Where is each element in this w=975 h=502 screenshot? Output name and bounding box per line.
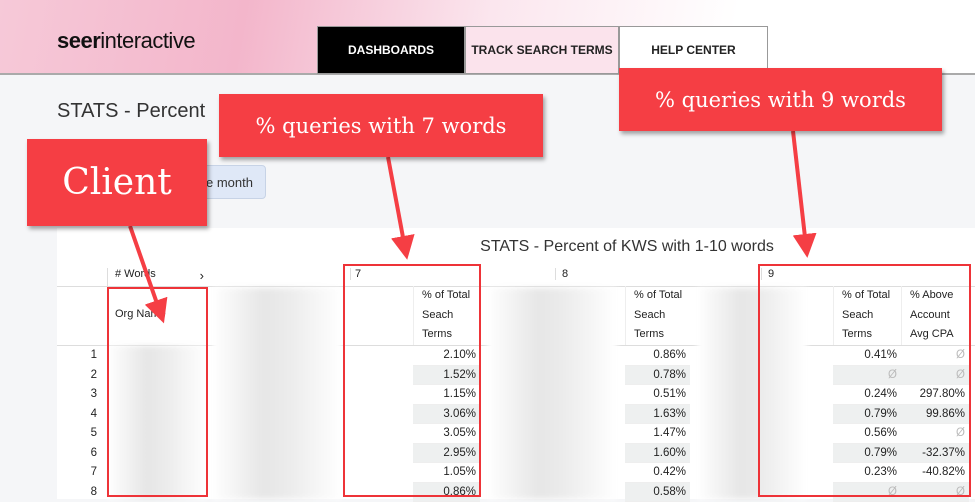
- arrow-nine: [793, 131, 806, 246]
- seven-words-callout: % queries with 7 words: [219, 94, 543, 157]
- arrow-client: [130, 226, 160, 312]
- arrow-seven: [388, 157, 405, 248]
- client-callout: Client: [27, 139, 207, 226]
- nine-words-callout: % queries with 9 words: [619, 68, 942, 131]
